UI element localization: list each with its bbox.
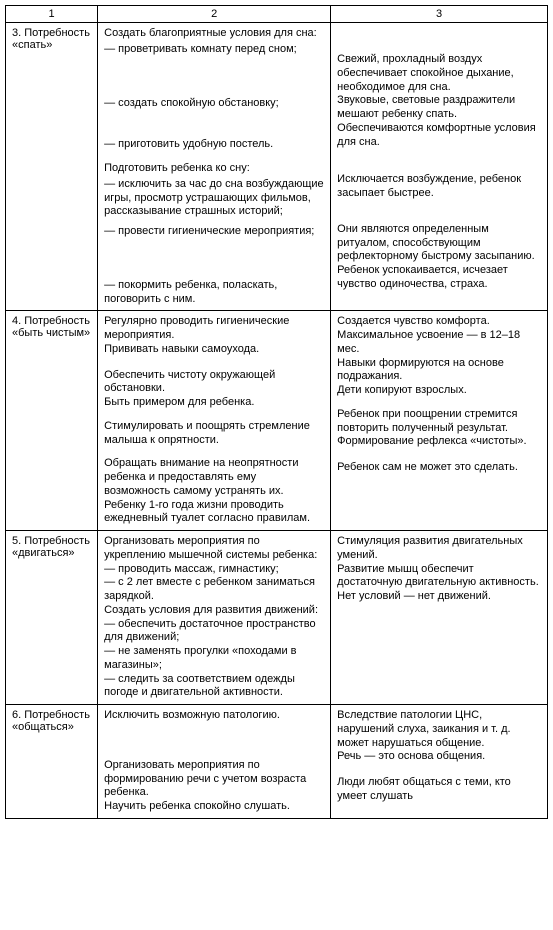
text-line: — с 2 лет вместе с ребенком заниматься з… xyxy=(104,576,324,604)
actions-cell: Создать благоприятные условия для сна: — … xyxy=(98,23,331,311)
text-line: Быть примером для ребенка. xyxy=(104,396,324,410)
text-line: Создается чувство комфорта. xyxy=(337,315,541,329)
text-line: Научить ребенка спокойно слушать. xyxy=(104,800,324,814)
text-line: Исключить возможную патологию. xyxy=(104,709,324,723)
table-row: 6. Потребность «общаться»Исключить возмо… xyxy=(6,705,548,819)
text-line: Речь — это основа общения. xyxy=(337,750,541,764)
text-line: Ребенок сам не может это сделать. xyxy=(337,461,541,475)
text-line: Они являются определенным ритуалом, спос… xyxy=(337,223,541,264)
rationale-cell: Создается чувство комфорта.Максимальное … xyxy=(331,311,548,531)
text-line: Обеспечить чистоту окружающей обстановки… xyxy=(104,369,324,397)
text-line: Регулярно проводить гигиенические меропр… xyxy=(104,315,324,343)
text-line: — покормить ребенка, поласкать, поговори… xyxy=(104,279,324,307)
need-title: 4. Потребность «быть чистым» xyxy=(6,311,98,531)
text-line: — провести гигиенические мероприятия; xyxy=(104,225,324,239)
table-row: 5. Потребность «двигаться»Организовать м… xyxy=(6,531,548,705)
rationale-cell: Свежий, прохладный воздух обеспечивает с… xyxy=(331,23,548,311)
need-title: 5. Потребность «двигаться» xyxy=(6,531,98,705)
actions-cell: Исключить возможную патологию. Организова… xyxy=(98,705,331,819)
text-line: — обеспечить достаточное пространство дл… xyxy=(104,618,324,646)
text-line: Дети копируют взрослых. xyxy=(337,384,541,398)
text-line: — проветривать комнату перед сном; xyxy=(104,43,324,57)
text-line: Создать условия для развития движений: xyxy=(104,604,324,618)
rationale-cell: Вследствие патологии ЦНС, нарушений слух… xyxy=(331,705,548,819)
text-line: Формирование рефлекса «чистоты». xyxy=(337,435,541,449)
text-line: — не заменять прогулки «походами в магаз… xyxy=(104,645,324,673)
needs-table: 1 2 3 3. Потребность «спать»Создать благ… xyxy=(5,5,548,819)
text-line: Звуковые, световые раздражители мешают р… xyxy=(337,94,541,122)
need-title: 6. Потребность «общаться» xyxy=(6,705,98,819)
rationale-cell: Стимуляция развития двигательных умений.… xyxy=(331,531,548,705)
text-line: Организовать мероприятия по укреплению м… xyxy=(104,535,324,563)
header-row: 1 2 3 xyxy=(6,6,548,23)
header-1: 1 xyxy=(6,6,98,23)
text-line: — создать спокойную обстановку; xyxy=(104,97,324,111)
need-title: 3. Потребность «спать» xyxy=(6,23,98,311)
text-line: Обеспечиваются комфортные условия для сн… xyxy=(337,122,541,150)
text-line: Ребенку 1-го года жизни проводить ежедне… xyxy=(104,499,324,527)
text-line: Максимальное усвоение — в 12–18 мес. xyxy=(337,329,541,357)
text-line: — исключить за час до сна возбуждающие и… xyxy=(104,178,324,219)
text-line: Люди любят общаться с теми, кто умеет сл… xyxy=(337,776,541,804)
actions-cell: Организовать мероприятия по укреплению м… xyxy=(98,531,331,705)
table-row: 4. Потребность «быть чистым»Регулярно пр… xyxy=(6,311,548,531)
text-line: Стимуляция развития двигательных умений. xyxy=(337,535,541,563)
text-line: Стимулировать и поощрять стремление малы… xyxy=(104,420,324,448)
actions-cell: Регулярно проводить гигиенические меропр… xyxy=(98,311,331,531)
text-line: Ребенок успокаивается, исчезает чувство … xyxy=(337,264,541,292)
text-line: Исключается возбуждение, ребенок засыпае… xyxy=(337,173,541,201)
text-line: — проводить массаж, гимнастику; xyxy=(104,563,324,577)
table-row: 3. Потребность «спать»Создать благоприят… xyxy=(6,23,548,311)
text-line: Вследствие патологии ЦНС, нарушений слух… xyxy=(337,709,541,750)
text-line: Развитие мышц обеспечит достаточную двиг… xyxy=(337,563,541,591)
text-line: Создать благоприятные условия для сна: xyxy=(104,27,324,41)
text-line: — приготовить удобную постель. xyxy=(104,138,324,152)
text-line: Ребенок при поощрении стремится повторит… xyxy=(337,408,541,436)
header-3: 3 xyxy=(331,6,548,23)
text-line: Организовать мероприятия по формированию… xyxy=(104,759,324,800)
text-line: — следить за соответствием одежды погоде… xyxy=(104,673,324,701)
text-line: Подготовить ребенка ко сну: xyxy=(104,162,324,176)
text-line: Прививать навыки самоухода. xyxy=(104,343,324,357)
header-2: 2 xyxy=(98,6,331,23)
text-line: Свежий, прохладный воздух обеспечивает с… xyxy=(337,53,541,94)
text-line: Навыки формируются на основе подражания. xyxy=(337,357,541,385)
text-line: Обращать внимание на неопрятности ребенк… xyxy=(104,457,324,498)
text-line: Нет условий — нет движений. xyxy=(337,590,541,604)
